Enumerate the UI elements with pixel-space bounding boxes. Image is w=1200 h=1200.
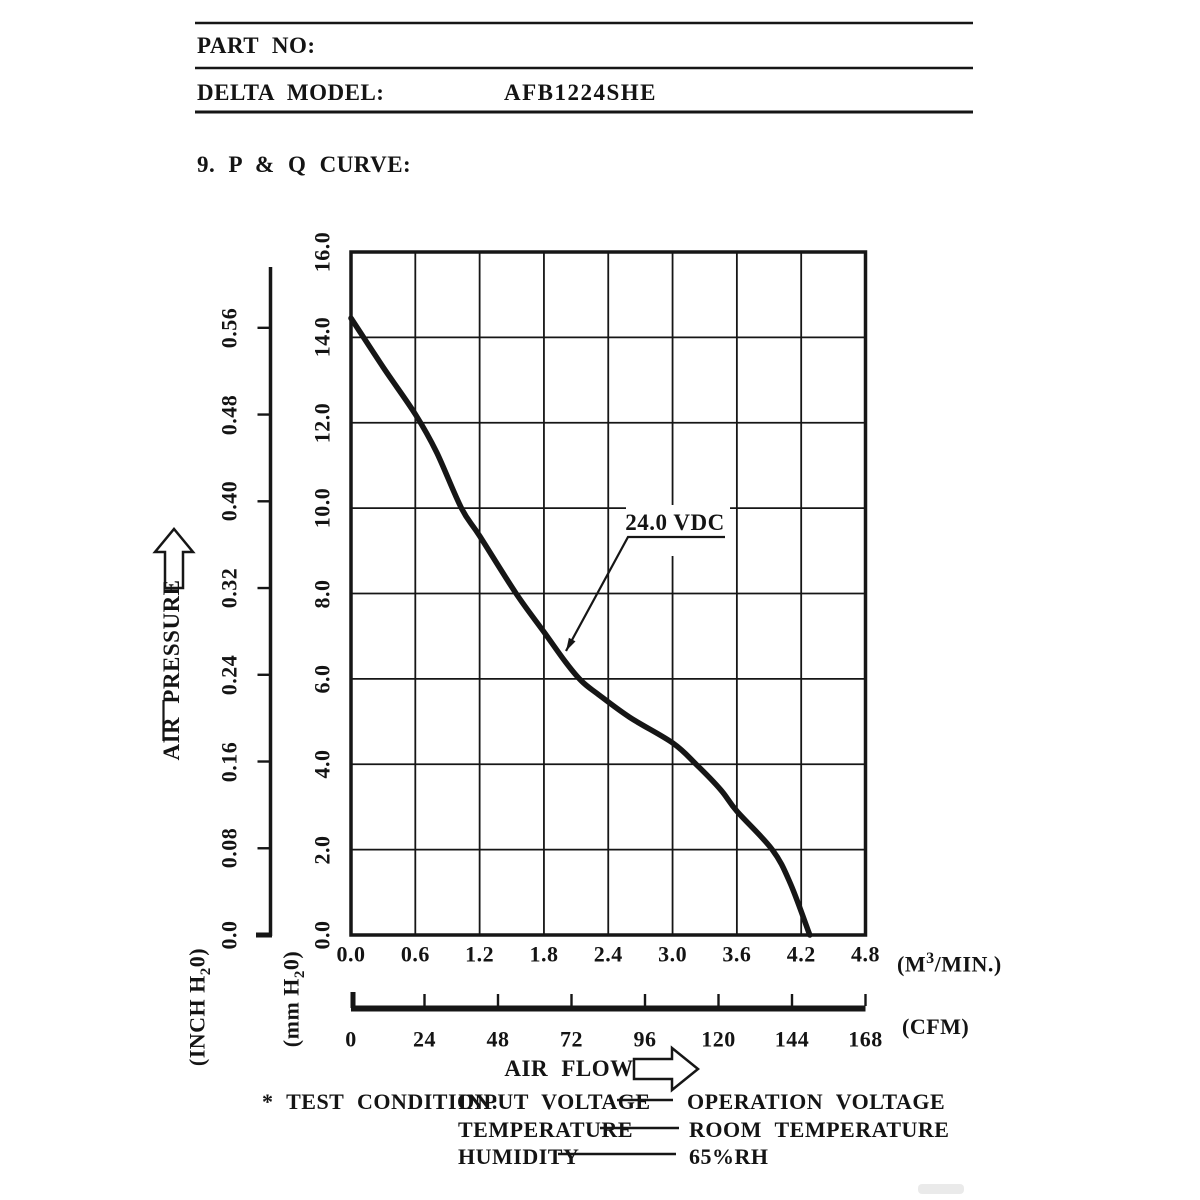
model-label: DELTA MODEL: xyxy=(197,80,385,105)
x-axis-title: AIR FLOW xyxy=(504,1055,634,1081)
m3min-caption: (M3/MIN.) xyxy=(897,950,1002,977)
mm-caption: (mm H20) xyxy=(278,950,309,1048)
test-condition-left-3: HUMIDITY xyxy=(458,1144,580,1169)
test-condition-right-3: 65%RH xyxy=(689,1144,769,1169)
test-condition-left-1: INPUT VOLTAGE xyxy=(458,1089,651,1114)
chart-grid xyxy=(350,251,867,936)
inch-caption: (INCH H20) xyxy=(184,947,215,1067)
annotation-label: 24.0 VDC xyxy=(625,509,725,535)
plot-border xyxy=(349,250,868,937)
part-no-label: PART NO: xyxy=(197,33,316,58)
test-condition-left-2: TEMPERATURE xyxy=(458,1117,633,1142)
inch-axis xyxy=(256,267,273,938)
right-arrow-icon xyxy=(632,1045,700,1093)
annotation-leader-line xyxy=(565,535,725,652)
test-condition-right-1: OPERATION VOLTAGE xyxy=(687,1089,946,1114)
section-title: 9. P & Q CURVE: xyxy=(197,152,412,177)
cfm-caption: (CFM) xyxy=(902,1014,970,1039)
y-axis-title: AIR PRESSURE xyxy=(158,579,184,761)
test-condition-right-2: ROOM TEMPERATURE xyxy=(689,1117,950,1142)
model-value: AFB1224SHE xyxy=(504,80,658,105)
up-arrow-icon xyxy=(152,527,196,590)
annotation-mask xyxy=(626,505,730,556)
scan-smudge xyxy=(918,1184,964,1194)
test-condition-prefix: * TEST CONDITION: xyxy=(262,1089,499,1114)
cfm-axis xyxy=(350,992,867,1012)
pq-curve xyxy=(348,315,813,938)
annotation-arrowhead-icon xyxy=(566,637,576,651)
